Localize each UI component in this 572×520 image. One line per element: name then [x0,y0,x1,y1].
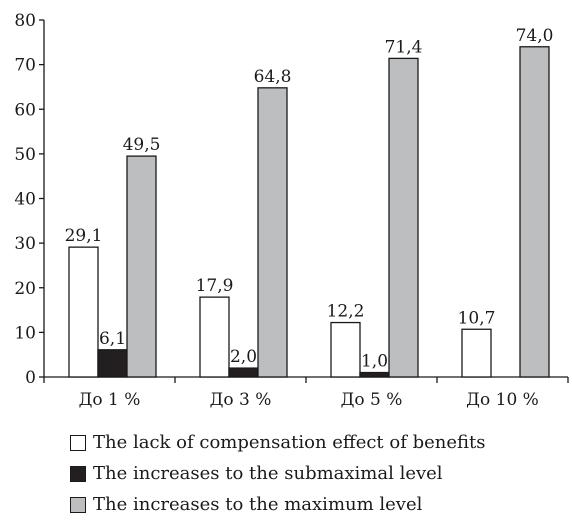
x-tick-label: До 1 % [79,390,141,410]
y-tick-label: 40 [14,190,36,210]
bar [519,46,550,378]
bar [126,155,157,378]
y-tick-label: 20 [14,279,36,299]
legend-label: The increases to the maximum level [93,494,423,515]
legend-swatch-black [70,465,86,482]
data-label: 71,4 [385,37,423,57]
x-tick-label: До 10 % [466,390,539,410]
data-label: 64,8 [254,67,292,87]
bar [199,296,230,378]
x-tick-label: До 5 % [341,390,403,410]
y-tick-label: 10 [14,323,36,343]
bar [68,246,99,378]
y-tick-label: 50 [14,145,36,165]
data-label: 2,0 [230,347,257,367]
legend-item-lack-of-compensation: The lack of compensation effect of benef… [70,427,486,458]
data-label: 12,2 [327,302,365,322]
bar [228,367,259,378]
y-tick-label: 0 [25,368,36,388]
data-label: 1,0 [361,352,388,372]
data-label: 17,9 [196,276,234,296]
legend: The lack of compensation effect of benef… [70,427,486,520]
x-tick-label: До 3 % [210,390,272,410]
bar [388,57,419,378]
legend-label: The lack of compensation effect of benef… [93,432,486,453]
legend-swatch-gray [70,496,86,513]
legend-item-submaximal: The increases to the submaximal level [70,458,486,489]
bar [330,321,361,378]
bar [97,349,128,378]
data-label: 74,0 [516,26,554,46]
bar-chart: 0 10 20 30 40 50 60 70 80 До 1 % 29,1 6,1 49,5 До 3 %… [14,11,569,410]
y-tick-label: 30 [14,234,36,254]
y-tick-label: 70 [14,56,36,76]
legend-swatch-white [70,434,86,451]
bar [461,328,492,378]
data-label: 49,5 [123,135,161,155]
bar [359,371,390,378]
data-label: 6,1 [99,329,126,349]
data-label: 29,1 [65,226,103,246]
legend-item-maximum: The increases to the maximum level [70,489,486,520]
data-label: 10,7 [458,308,496,328]
bar [257,87,288,378]
y-tick-label: 80 [14,11,36,31]
y-tick-label: 60 [14,100,36,120]
legend-label: The increases to the submaximal level [93,463,443,484]
